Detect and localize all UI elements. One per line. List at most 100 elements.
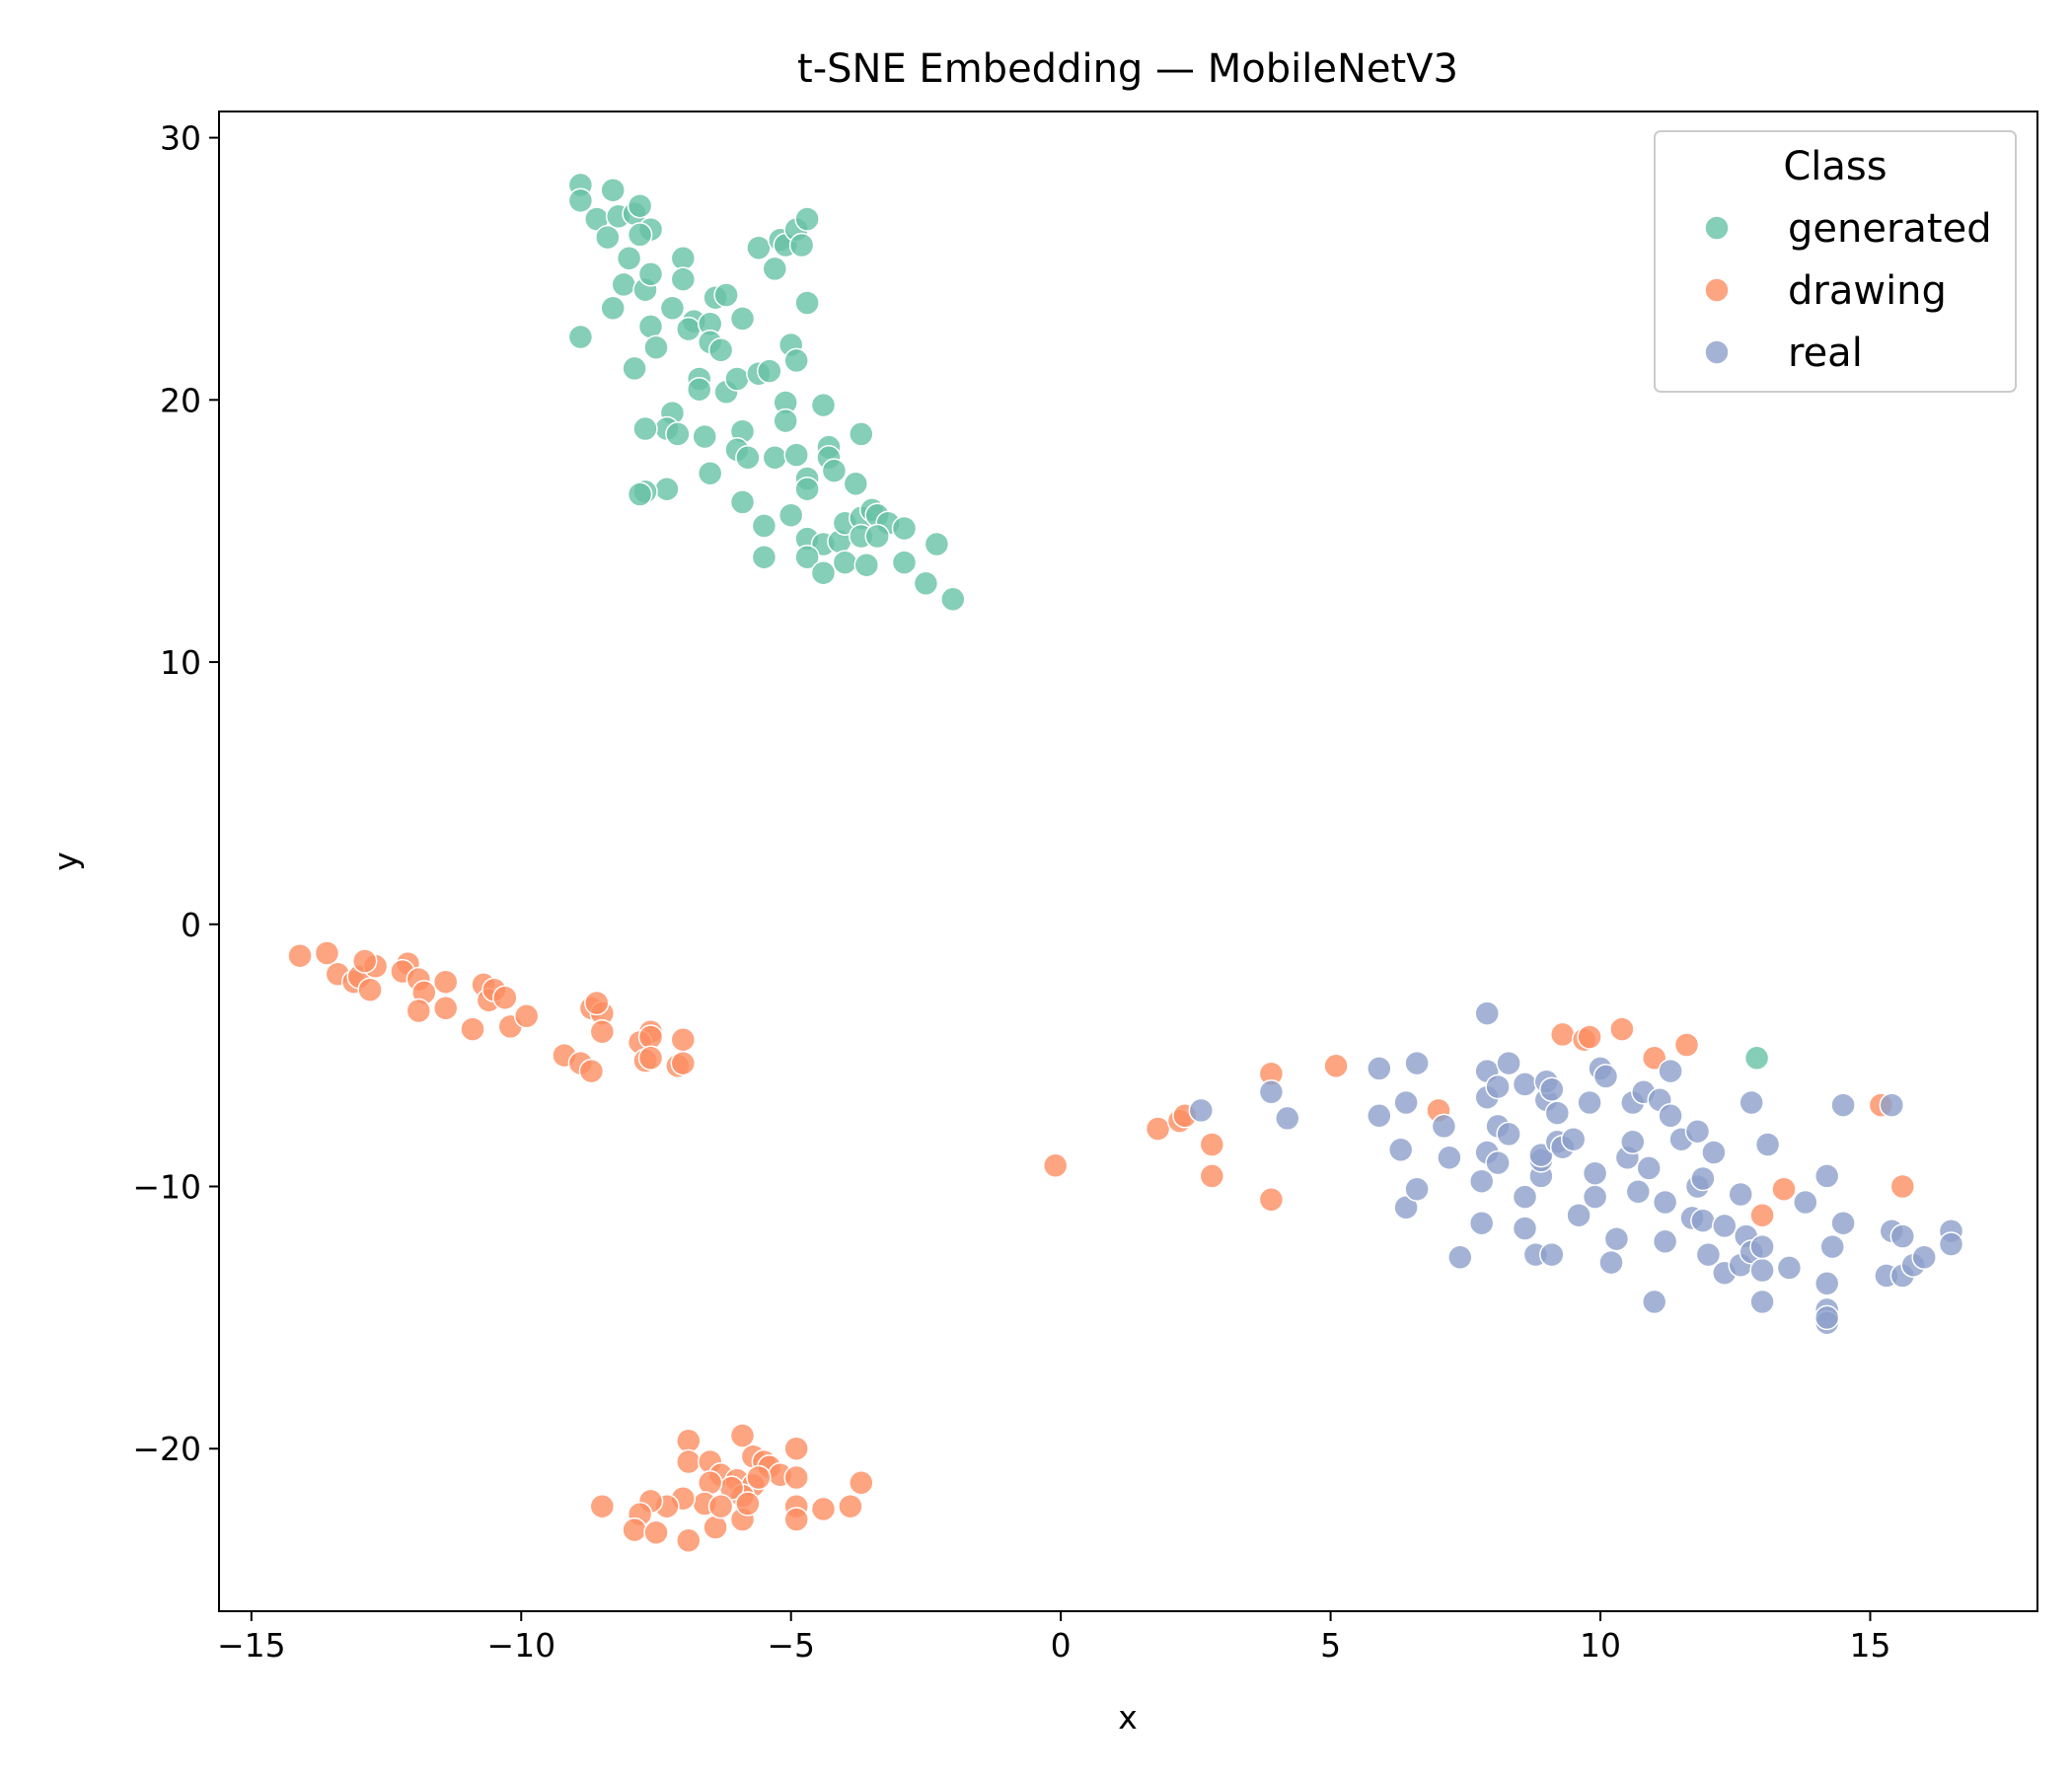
point-real-25	[1512, 1184, 1538, 1210]
point-drawing-37	[676, 1428, 702, 1454]
point-generated-51	[665, 421, 691, 447]
x-tick-label-2: −5	[767, 1626, 815, 1665]
point-drawing-28	[584, 990, 610, 1016]
point-generated-57	[762, 445, 788, 471]
point-real-80	[1813, 1163, 1840, 1189]
point-real-64	[1690, 1208, 1716, 1233]
point-drawing-68	[838, 1493, 863, 1519]
point-drawing-33	[637, 1045, 664, 1072]
point-generated-35	[757, 358, 782, 384]
point-real-19	[1485, 1073, 1511, 1100]
point-drawing-84	[1577, 1024, 1602, 1050]
point-real-23	[1496, 1121, 1521, 1147]
point-generated-3	[595, 224, 621, 251]
point-generated-24	[643, 334, 669, 360]
x-tick-label-1: −10	[486, 1626, 555, 1665]
point-real-15	[1468, 1210, 1495, 1236]
point-generated-25	[622, 355, 647, 382]
point-drawing-64	[735, 1491, 761, 1517]
y-axis: −20 −10 0 10 20 30	[132, 119, 219, 1468]
point-real-74	[1749, 1289, 1775, 1315]
point-drawing-87	[1673, 1032, 1700, 1058]
legend-label-real: real	[1788, 331, 1863, 376]
point-generated-10	[616, 246, 642, 271]
point-real-26	[1512, 1216, 1538, 1241]
point-drawing-67	[810, 1496, 837, 1522]
point-real-82	[1819, 1233, 1845, 1260]
point-drawing-76	[1199, 1132, 1225, 1157]
point-drawing-47	[783, 1436, 809, 1461]
point-real-41	[1582, 1160, 1608, 1186]
point-generated-19	[676, 316, 702, 342]
point-real-73	[1739, 1089, 1764, 1116]
point-generated-42	[788, 232, 815, 259]
point-real-56	[1652, 1228, 1678, 1255]
point-generated-53	[692, 423, 717, 450]
point-drawing-36	[670, 1026, 697, 1053]
point-drawing-80	[1323, 1053, 1349, 1079]
point-generated-9	[627, 222, 653, 248]
point-drawing-12	[406, 998, 432, 1024]
point-generated-86	[832, 550, 858, 575]
point-generated-45	[783, 347, 809, 374]
point-generated-70	[729, 489, 756, 515]
point-real-46	[1603, 1225, 1630, 1252]
point-real-38	[1560, 1126, 1587, 1152]
y-tick-label-3: 10	[160, 643, 201, 682]
point-real-55	[1652, 1189, 1678, 1216]
point-real-96	[1938, 1231, 1964, 1257]
point-generated-23	[637, 314, 664, 339]
point-real-5	[1367, 1103, 1392, 1129]
point-generated-91	[940, 586, 966, 613]
point-generated-67	[654, 476, 680, 502]
point-generated-71	[777, 502, 804, 528]
point-real-13	[1447, 1244, 1473, 1271]
point-real-1	[1188, 1097, 1215, 1124]
point-real-2	[1258, 1079, 1285, 1105]
point-generated-30	[686, 376, 712, 403]
point-generated-58	[783, 442, 809, 468]
point-generated-69	[627, 481, 653, 507]
point-real-52	[1636, 1155, 1662, 1181]
x-tick-label-5: 10	[1580, 1626, 1621, 1665]
point-generated-36	[746, 235, 772, 260]
point-real-4	[1367, 1056, 1392, 1081]
point-generated-66	[697, 460, 723, 486]
point-drawing-5	[357, 977, 383, 1002]
point-real-39	[1566, 1202, 1591, 1228]
point-generated-85	[810, 559, 837, 586]
point-generated-87	[853, 552, 880, 578]
point-real-58	[1658, 1058, 1683, 1084]
point-drawing-52	[697, 1470, 723, 1496]
point-drawing-72	[1042, 1152, 1069, 1179]
point-generated-17	[659, 295, 686, 322]
point-drawing-15	[460, 1016, 485, 1042]
x-tick-label-4: 5	[1320, 1626, 1341, 1665]
point-real-78	[1776, 1255, 1803, 1281]
point-drawing-69	[849, 1470, 874, 1496]
point-drawing-14	[432, 996, 459, 1021]
point-generated-81	[891, 515, 918, 542]
y-tick-label-1: −10	[132, 1168, 201, 1207]
points-layer	[287, 172, 1964, 1554]
point-real-81	[1813, 1271, 1840, 1296]
point-drawing-66	[783, 1507, 809, 1532]
point-generated-12	[600, 295, 626, 322]
point-real-65	[1695, 1241, 1722, 1268]
legend-marker-real	[1704, 339, 1730, 365]
legend-box	[1654, 130, 2017, 393]
point-generated-47	[773, 407, 798, 434]
point-real-40	[1577, 1089, 1602, 1116]
point-drawing-13	[432, 969, 459, 995]
legend-title: Class	[1783, 144, 1887, 189]
point-real-42	[1582, 1184, 1608, 1210]
point-drawing-78	[1258, 1187, 1285, 1213]
point-real-94	[1911, 1244, 1937, 1271]
point-drawing-60	[676, 1527, 702, 1554]
point-drawing-85	[1609, 1016, 1635, 1042]
point-real-69	[1728, 1181, 1753, 1208]
point-real-48	[1620, 1129, 1646, 1155]
point-real-45	[1598, 1249, 1624, 1276]
point-generated-7	[627, 192, 653, 219]
point-generated-14	[637, 261, 664, 287]
